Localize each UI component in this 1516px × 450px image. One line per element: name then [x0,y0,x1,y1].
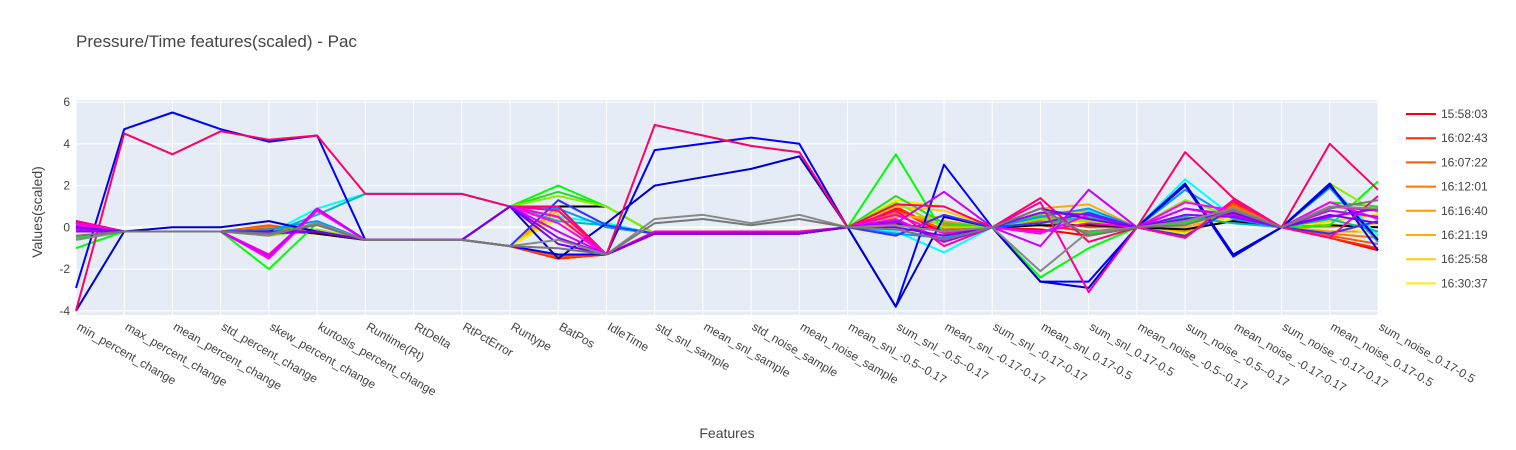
series-line [75,155,1379,312]
y-axis-ticks: -4 -2 0 2 4 6 [59,95,70,318]
x-tick-label: BatPos [557,319,598,350]
series-line [75,124,1379,312]
x-tick-label: std_noise_sample [750,319,841,380]
legend-item[interactable]: 16:02:43 [1406,131,1488,145]
series-line [75,205,1379,256]
chart-title: Pressure/Time features(scaled) - Pac [76,32,357,51]
x-tick-label: mean_snl_sample [701,319,793,380]
legend-item[interactable]: 15:58:03 [1406,107,1488,121]
y-tick-label: -4 [59,304,70,318]
x-tick-label: RtPctError [460,319,516,359]
y-axis-title: Values(scaled) [29,166,45,258]
legend-label: 16:21:19 [1441,228,1488,242]
legend-label: 16:02:43 [1441,131,1488,145]
legend-item[interactable]: 16:12:01 [1406,180,1488,194]
legend-item[interactable]: 16:30:37 [1406,276,1488,290]
x-axis-ticks: min_percent_changemax_percent_changemean… [75,319,1478,398]
x-axis-title: Features [699,425,754,441]
x-tick-label: IdleTime [605,319,652,354]
legend-item[interactable]: 16:25:58 [1406,252,1488,266]
legend-label: 15:58:03 [1441,107,1488,121]
y-tick-label: 4 [63,137,70,151]
y-tick-label: -2 [59,262,70,276]
series-lines [75,111,1379,312]
legend[interactable]: 15:58:03 16:02:43 16:07:22 16:12:01 16:16:40… [1406,107,1488,290]
series-line [75,199,1379,256]
y-tick-label: 2 [63,179,70,193]
legend-label: 16:07:22 [1441,155,1488,169]
y-tick-label: 6 [63,95,70,109]
legend-label: 16:25:58 [1441,252,1488,266]
x-tick-label: Runtype [509,319,555,354]
legend-item[interactable]: 16:16:40 [1406,204,1488,218]
legend-label: 16:12:01 [1441,180,1488,194]
legend-item[interactable]: 16:07:22 [1406,155,1488,169]
legend-label: 16:16:40 [1441,204,1488,218]
legend-label: 16:30:37 [1441,276,1488,290]
y-tick-label: 0 [63,220,70,234]
legend-item[interactable]: 16:21:19 [1406,228,1488,242]
plot-background [76,100,1378,315]
